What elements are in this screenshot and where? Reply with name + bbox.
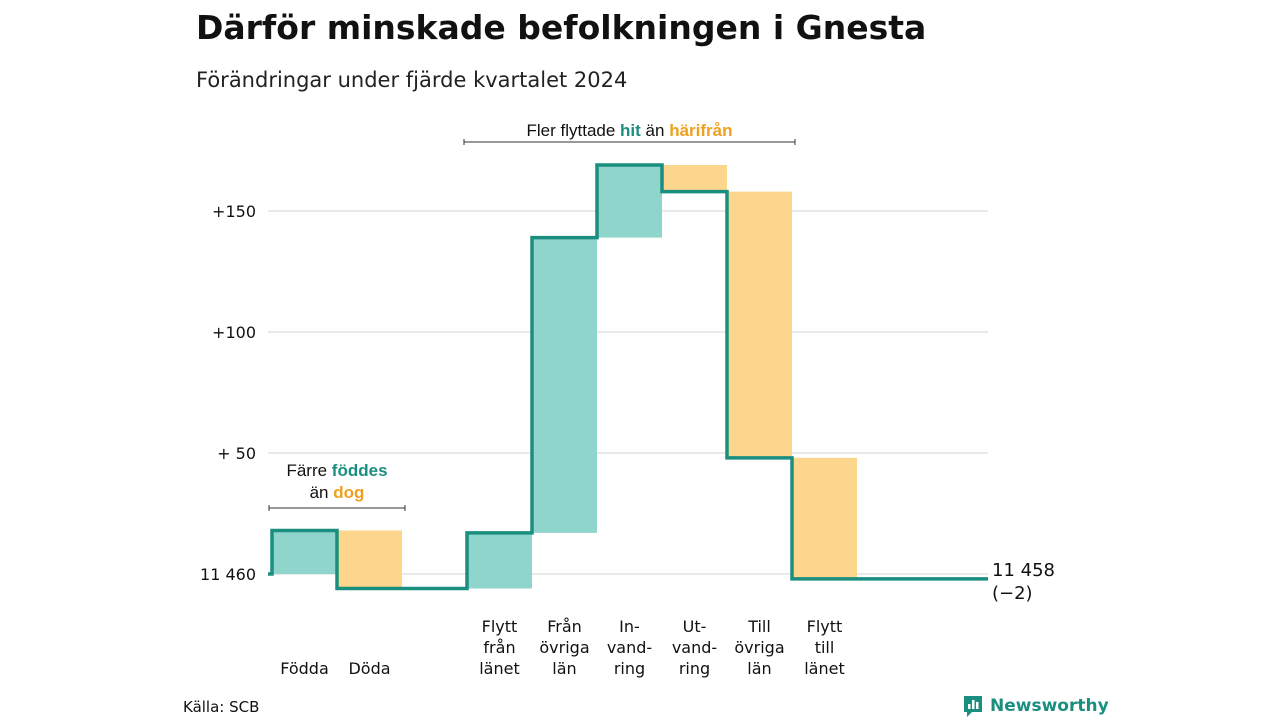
category-label: Döda [348, 659, 390, 678]
y-tick-label: 11 460 [200, 565, 256, 584]
bar-chart-speech-bubble-icon [964, 696, 982, 717]
waterfall-bar [467, 532, 532, 589]
waterfall-bar [792, 457, 857, 579]
newsworthy-logo: Newsworthy [962, 694, 1109, 718]
annotation-text-segment: härifrån [669, 121, 732, 140]
annotation-text-segment: föddes [332, 461, 388, 480]
category-label: länet [804, 659, 845, 678]
chart-title: Därför minskade befolkningen i Gnesta [196, 8, 927, 47]
category-label: Från [547, 617, 582, 636]
category-label: län [552, 659, 576, 678]
category-label: övriga [539, 638, 589, 657]
waterfall-bar [727, 191, 792, 458]
category-label: vand- [672, 638, 717, 657]
annotation-text-segment: Fler flyttade [527, 121, 621, 140]
annotation-text: än dog [310, 483, 365, 502]
y-tick-label: +100 [212, 323, 256, 342]
category-label: Flytt [807, 617, 843, 636]
end-value-label: 11 458 [992, 560, 1055, 581]
chart-subtitle: Förändringar under fjärde kvartalet 2024 [196, 68, 628, 92]
cumulative-step-line [268, 163, 988, 591]
waterfall-bar [662, 165, 727, 192]
waterfall-bar [597, 165, 662, 238]
annotation-text-segment: hit [620, 121, 641, 140]
category-label: In- [619, 617, 640, 636]
category-label: ring [679, 659, 710, 678]
logo-text: Newsworthy [990, 696, 1109, 716]
annotation-text-segment: dog [333, 483, 364, 502]
annotation-text: Fler flyttade hit än härifrån [527, 121, 733, 140]
category-label: ring [614, 659, 645, 678]
annotation-text: Färre föddes [286, 461, 387, 480]
category-label: Till [747, 617, 771, 636]
waterfall-bar [337, 530, 402, 589]
annotation-text-segment: Färre [286, 461, 331, 480]
category-label: länet [479, 659, 520, 678]
category-label: från [483, 638, 515, 657]
waterfall-bar [532, 237, 597, 533]
category-label: Födda [280, 659, 329, 678]
annotation-text-segment: än [641, 121, 669, 140]
category-label: vand- [607, 638, 652, 657]
annotation-text-segment: än [310, 483, 334, 502]
y-tick-label: +150 [212, 202, 256, 221]
category-label: till [815, 638, 835, 657]
waterfall-bar [272, 530, 337, 574]
category-label: Ut- [683, 617, 707, 636]
y-tick-label: + 50 [217, 444, 256, 463]
category-label: län [747, 659, 771, 678]
source-note: Källa: SCB [183, 698, 260, 716]
end-change-label: (−2) [992, 583, 1033, 604]
category-label: övriga [734, 638, 784, 657]
category-label: Flytt [482, 617, 518, 636]
